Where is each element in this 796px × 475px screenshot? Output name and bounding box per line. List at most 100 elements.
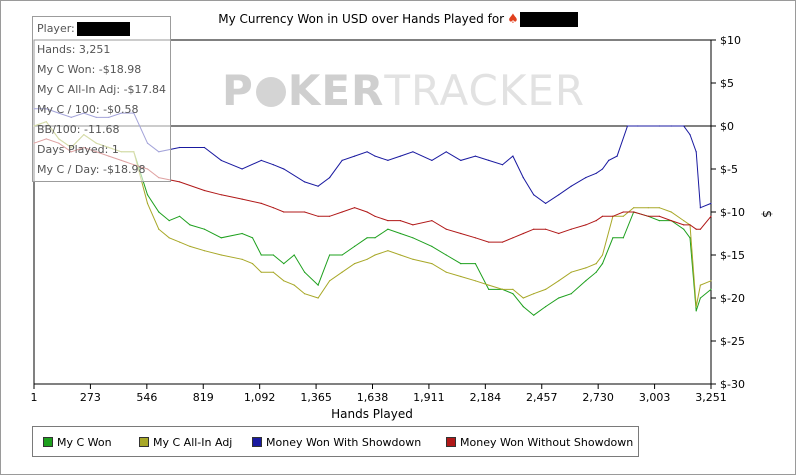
chart-legend: My C Won My C All-In Adj Money Won With … xyxy=(32,426,639,457)
x-tick-label: 2,184 xyxy=(470,391,502,404)
data-point xyxy=(710,202,712,204)
data-point xyxy=(488,159,490,161)
data-point xyxy=(260,271,262,273)
data-point xyxy=(353,207,356,209)
legend-item-allin-adj[interactable]: My C All-In Adj xyxy=(139,436,232,449)
data-point xyxy=(533,293,535,295)
legend-item-with-showdown[interactable]: Money Won With Showdown xyxy=(252,436,421,449)
data-point xyxy=(545,288,547,290)
data-point xyxy=(647,207,649,209)
data-point xyxy=(585,224,587,226)
data-point xyxy=(570,228,572,230)
data-point xyxy=(570,271,572,273)
data-point xyxy=(612,215,614,217)
x-tick-label: 273 xyxy=(80,391,101,404)
spade-icon: ♠ xyxy=(507,12,519,27)
data-point xyxy=(595,172,597,174)
legend-item-my-c-won[interactable]: My C Won xyxy=(43,436,112,449)
data-point xyxy=(203,250,205,252)
data-point xyxy=(146,202,149,204)
data-point xyxy=(710,288,712,290)
watermark-part1: P xyxy=(222,66,254,115)
data-point xyxy=(460,275,462,278)
data-point xyxy=(683,224,685,226)
y-tick-label: $-25 xyxy=(720,335,745,348)
data-point xyxy=(460,232,462,235)
stats-player-label: Player: xyxy=(37,22,75,35)
data-point xyxy=(251,237,254,239)
data-point xyxy=(474,155,477,157)
y-tick-label: $10 xyxy=(720,34,741,47)
data-point xyxy=(545,306,547,308)
data-point xyxy=(374,155,376,157)
data-point xyxy=(622,211,624,213)
y-tick-label: $-5 xyxy=(720,163,738,176)
data-point xyxy=(220,159,222,161)
data-point xyxy=(341,254,343,256)
data-point xyxy=(612,237,614,239)
legend-item-without-showdown[interactable]: Money Won Without Showdown xyxy=(446,436,633,449)
data-point xyxy=(366,258,368,260)
data-point xyxy=(251,263,254,265)
pokertracker-watermark: P KERTRACKER xyxy=(222,66,585,115)
data-point xyxy=(412,258,414,260)
redacted-player-name xyxy=(76,22,130,36)
x-tick-label: 546 xyxy=(136,391,157,404)
data-point xyxy=(374,215,376,217)
stats-player-row: Player: xyxy=(37,22,130,36)
data-point xyxy=(626,125,629,127)
x-tick-label: 819 xyxy=(193,391,214,404)
data-point xyxy=(522,177,524,179)
data-point xyxy=(353,245,356,247)
data-point xyxy=(683,228,685,230)
data-point xyxy=(293,254,295,256)
data-point xyxy=(241,168,243,170)
data-point xyxy=(387,228,389,230)
data-point xyxy=(241,198,243,200)
data-point xyxy=(695,310,697,312)
data-point xyxy=(189,245,191,247)
data-point xyxy=(283,263,285,265)
stats-row-bb100: BB/100: -11.68 xyxy=(37,123,120,136)
data-point xyxy=(431,220,433,222)
data-point xyxy=(633,211,635,213)
data-point xyxy=(366,237,368,239)
data-point xyxy=(260,159,262,161)
data-point xyxy=(585,267,587,269)
data-point xyxy=(601,215,604,217)
data-point xyxy=(220,237,222,239)
data-point xyxy=(328,254,331,256)
data-point xyxy=(658,207,660,209)
data-point xyxy=(501,288,504,290)
legend-swatch xyxy=(43,437,53,447)
data-point xyxy=(293,284,295,286)
redacted-player-name xyxy=(519,12,578,27)
data-point xyxy=(412,151,414,153)
data-point xyxy=(203,146,205,149)
data-point xyxy=(189,224,191,226)
data-point xyxy=(683,220,685,222)
legend-label: My C All-In Adj xyxy=(153,436,233,449)
data-point xyxy=(595,263,597,265)
data-point xyxy=(220,194,222,196)
data-point xyxy=(695,306,697,308)
data-point xyxy=(203,228,205,230)
data-point xyxy=(633,207,635,209)
x-tick-label: 1 xyxy=(31,391,38,404)
data-point xyxy=(595,220,597,222)
data-point xyxy=(585,280,587,282)
data-point xyxy=(558,194,560,196)
data-point xyxy=(522,306,524,308)
data-point xyxy=(431,245,433,247)
x-tick-label: 1,911 xyxy=(413,391,445,404)
data-point xyxy=(501,241,504,243)
data-point xyxy=(412,224,414,226)
legend-label: My C Won xyxy=(57,436,112,449)
data-point xyxy=(328,280,331,282)
y-tick-label: $-20 xyxy=(720,292,745,305)
data-point xyxy=(179,215,181,217)
watermark-part2: KER xyxy=(287,66,385,115)
data-point xyxy=(272,164,274,166)
data-point xyxy=(220,254,222,256)
